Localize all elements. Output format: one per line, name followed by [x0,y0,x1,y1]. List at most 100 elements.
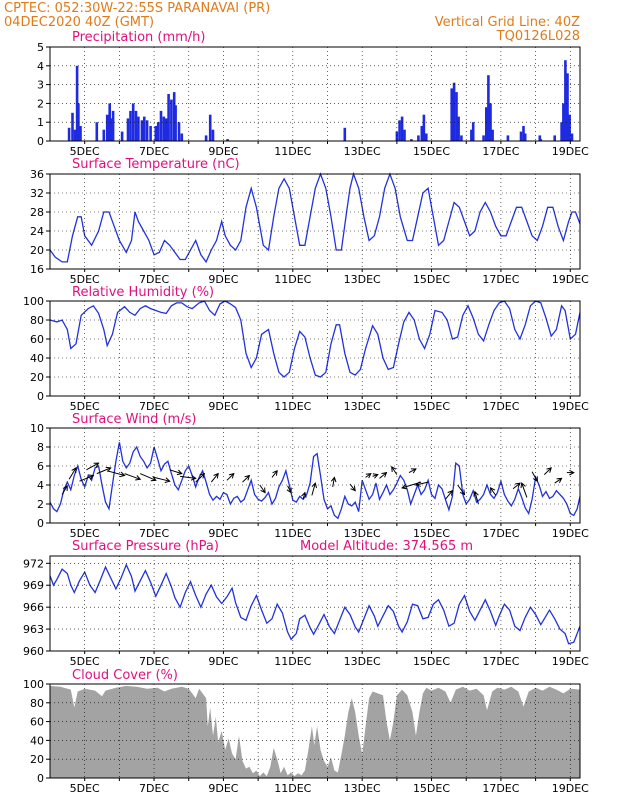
wind-arrow-head [520,482,526,489]
x-tick-label: 9DEC [208,400,238,413]
x-tick-label: 7DEC [139,527,169,540]
wind-arrow-head [62,484,68,491]
x-tick-label: 7DEC [139,782,169,795]
wind-arrow-head [272,469,278,476]
wind-arrow-head [546,467,552,473]
wind-arrow-head [228,472,235,479]
y-tick-label: 100 [23,295,44,308]
wind-arrow [259,484,266,493]
wind-arrow-head [515,482,521,488]
model-altitude-label: Model Altitude: 374.565 m [300,539,473,554]
y-tick-label: 24 [30,225,44,238]
wind-arrow-head [119,471,126,478]
wind-arrow [302,492,306,500]
wind-arrow-head [372,473,379,479]
y-tick-label: 36 [30,168,44,181]
precip-bar [162,116,166,141]
precip-bar [485,107,488,141]
precip-bar [506,135,510,141]
precip-bar [170,99,173,141]
y-tick-label: 60 [30,333,44,346]
precip-bar [208,114,212,141]
header-code: TQ0126L028 [496,29,580,44]
wind-arrow-head [135,475,142,481]
wind-arrow-head [410,468,417,474]
y-tick-label: 80 [30,314,44,327]
precip-bar [562,103,565,141]
x-tick-label: 5DEC [70,145,100,158]
y-tick-label: 2 [37,498,44,511]
x-tick-label: 13DEC [344,273,381,286]
x-tick-label: 17DEC [482,273,519,286]
x-tick-label: 19DEC [552,655,589,668]
precip-bar [487,75,490,141]
x-tick-label: 19DEC [552,400,589,413]
y-tick-label: 20 [30,244,44,257]
wind-arrow-head [365,472,372,479]
header-run: 04DEC2020 40Z (GMT) [4,15,154,30]
plot-frame [49,683,581,779]
wind-arrow-head [71,467,77,473]
y-tick-label: 6 [37,460,44,473]
x-tick-label: 5DEC [70,655,100,668]
y-tick-label: 0 [37,772,44,785]
y-tick-label: 60 [30,716,44,729]
x-tick-label: 7DEC [139,145,169,158]
precip-bar [460,135,463,141]
wind-arrow [287,485,292,493]
wind-arrow [391,466,398,475]
wind-arrow [311,482,316,496]
precip-bar [71,112,74,141]
precipitation-panel: Precipitation (mm/h) 0 1 2 3 4 5 5DEC 7DEC 9DEC 1… [37,30,589,158]
wind-arrow [153,476,170,482]
y-tick-label: 972 [23,557,44,570]
x-tick-label: 11DEC [274,782,311,795]
precip-bar [67,127,71,141]
precip-bar [519,131,523,141]
wind-arrow-head [176,469,183,476]
precip-bar [538,135,542,141]
wind-arrow-head [286,487,292,494]
surface-pressure-panel: Surface Pressure (hPa) Model Altitude: 3… [23,539,589,668]
y-tick-label: 40 [30,352,44,365]
y-tick-label: 40 [30,734,44,747]
x-tick-label: 19DEC [552,145,589,158]
x-tick-label: 15DEC [413,145,450,158]
precip-bar [211,129,215,141]
wind-arrow-head [391,466,397,472]
x-tick-label: 19DEC [552,273,589,286]
precip-bar [174,105,177,141]
x-tick-label: 7DEC [139,655,169,668]
wind-arrow [68,467,77,480]
wind-arrow-head [213,472,219,479]
x-tick-label: 9DEC [208,782,238,795]
x-tick-label: 5DEC [70,782,100,795]
wind-arrow-head [105,466,112,473]
wind-arrow [415,481,429,486]
wind-arrow [210,473,219,483]
wind-arrow-head [556,477,563,484]
wind-arrow-head [532,476,538,483]
precip-bar [470,129,473,141]
precip-bar [455,92,458,141]
precip-bar [149,126,152,141]
x-tick-label: 11DEC [274,527,311,540]
x-tick-label: 9DEC [208,655,238,668]
x-tick-label: 13DEC [344,655,381,668]
wind-arrow-head [381,471,388,478]
precip-bar [410,139,413,141]
x-tick-label: 19DEC [552,782,589,795]
wind-arrow [521,482,528,498]
precip-bar [204,135,208,141]
x-tick-label: 15DEC [413,273,450,286]
cloud-cover-area [50,685,580,778]
y-tick-label: 1 [37,116,44,129]
x-tick-label: 11DEC [274,145,311,158]
wind-arrow [445,490,453,500]
precip-bar [131,103,135,141]
precip-bar [553,135,556,141]
wind-arrow [408,468,417,474]
surface-temperature-panel: Surface Temperature (nC) 16 20 24 28 32 36 5DE… [30,157,589,286]
precip-bar [177,122,181,141]
precip-bar [491,129,494,141]
